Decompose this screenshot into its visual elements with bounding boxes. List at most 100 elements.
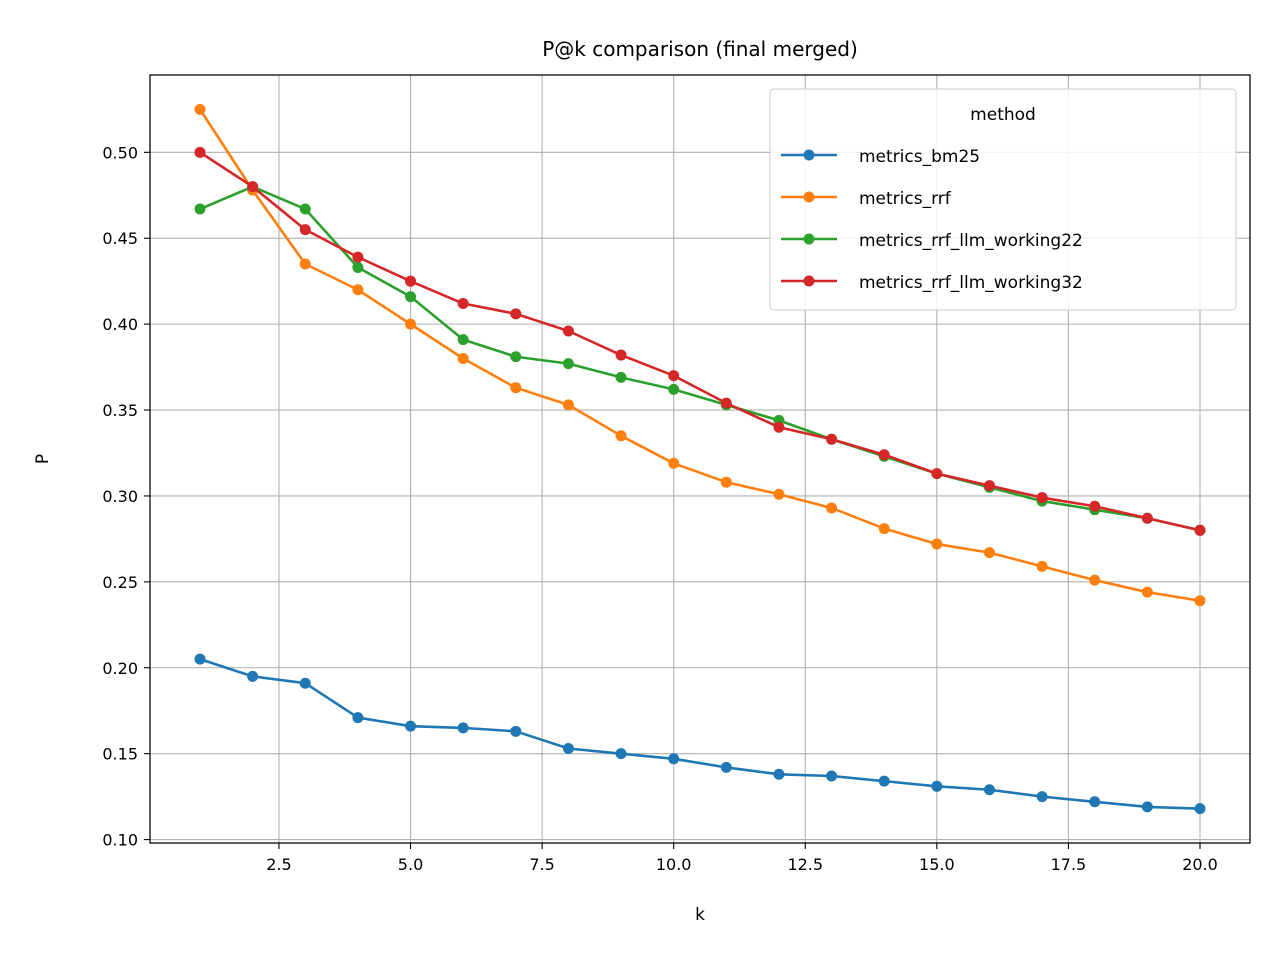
data-point bbox=[878, 523, 890, 535]
x-tick-label: 12.5 bbox=[787, 855, 823, 874]
legend-label: metrics_bm25 bbox=[859, 147, 980, 167]
legend-box bbox=[769, 88, 1237, 311]
data-point bbox=[562, 399, 574, 411]
data-point bbox=[983, 480, 995, 492]
legend-swatch-marker bbox=[803, 233, 815, 245]
data-point bbox=[720, 476, 732, 488]
data-point bbox=[668, 383, 680, 395]
data-point bbox=[405, 720, 417, 732]
data-point bbox=[352, 251, 364, 263]
y-axis-label: P bbox=[33, 454, 53, 464]
data-point bbox=[615, 371, 627, 383]
legend-label: metrics_rrf_llm_working32 bbox=[859, 273, 1083, 293]
x-axis-label: k bbox=[695, 905, 705, 925]
data-point bbox=[931, 780, 943, 792]
data-point bbox=[983, 547, 995, 559]
data-point bbox=[1194, 803, 1206, 815]
data-point bbox=[352, 261, 364, 273]
data-point bbox=[194, 203, 206, 215]
data-point bbox=[405, 291, 417, 303]
data-point bbox=[194, 146, 206, 158]
data-point bbox=[510, 308, 522, 320]
data-point bbox=[562, 358, 574, 370]
series-metrics_rrf_llm_working32 bbox=[194, 146, 1206, 536]
legend-entries: metrics_bm25 metrics_rrf metrics_rrf_llm_w… bbox=[781, 147, 1083, 293]
data-point bbox=[931, 468, 943, 480]
data-point bbox=[457, 298, 469, 310]
data-point bbox=[668, 370, 680, 382]
data-point bbox=[352, 712, 364, 724]
legend-entry: metrics_rrf_llm_working32 bbox=[781, 273, 1083, 293]
data-point bbox=[720, 761, 732, 773]
data-point bbox=[826, 770, 838, 782]
data-point bbox=[878, 449, 890, 461]
y-tick-label: 0.50 bbox=[102, 143, 138, 162]
data-point bbox=[826, 502, 838, 514]
legend: method metrics_bm25 metrics_rrf metrics_rr… bbox=[769, 88, 1237, 311]
data-point bbox=[457, 334, 469, 346]
data-point bbox=[878, 775, 890, 787]
legend-entry: metrics_rrf bbox=[781, 189, 952, 209]
data-point bbox=[299, 677, 311, 689]
data-point bbox=[352, 284, 364, 296]
data-point bbox=[615, 349, 627, 361]
y-tick-label: 0.25 bbox=[102, 573, 138, 592]
data-point bbox=[1141, 512, 1153, 524]
series-layer bbox=[194, 103, 1206, 815]
series-line bbox=[198, 657, 1202, 810]
data-point bbox=[668, 753, 680, 765]
data-point bbox=[1141, 801, 1153, 813]
y-tick-label: 0.20 bbox=[102, 659, 138, 678]
legend-label: metrics_rrf_llm_working22 bbox=[859, 231, 1083, 251]
legend-title: method bbox=[970, 105, 1036, 125]
x-tick-label: 17.5 bbox=[1051, 855, 1087, 874]
data-point bbox=[1036, 560, 1048, 572]
y-tick-label: 0.10 bbox=[102, 831, 138, 850]
data-point bbox=[562, 325, 574, 337]
data-point bbox=[562, 743, 574, 755]
data-point bbox=[1194, 595, 1206, 607]
series-line bbox=[198, 107, 1202, 603]
data-point bbox=[1036, 791, 1048, 803]
data-point bbox=[299, 203, 311, 215]
data-point bbox=[668, 457, 680, 469]
data-point bbox=[826, 433, 838, 445]
data-point bbox=[615, 748, 627, 760]
legend-label: metrics_rrf bbox=[859, 189, 952, 209]
data-point bbox=[773, 421, 785, 433]
legend-swatch-marker bbox=[803, 149, 815, 161]
data-point bbox=[299, 258, 311, 270]
data-point bbox=[510, 351, 522, 363]
x-tick-label: 7.5 bbox=[529, 855, 554, 874]
data-point bbox=[1089, 796, 1101, 808]
chart-title: P@k comparison (final merged) bbox=[542, 37, 858, 61]
data-point bbox=[931, 538, 943, 550]
data-point bbox=[457, 722, 469, 734]
data-point bbox=[247, 181, 259, 193]
data-point bbox=[405, 275, 417, 287]
x-tick-label: 5.0 bbox=[398, 855, 423, 874]
series-line bbox=[198, 150, 1202, 532]
data-point bbox=[247, 670, 259, 682]
data-point bbox=[194, 103, 206, 115]
y-tick-label: 0.15 bbox=[102, 745, 138, 764]
data-point bbox=[720, 397, 732, 409]
legend-swatch-marker bbox=[803, 191, 815, 203]
data-point bbox=[405, 318, 417, 330]
data-point bbox=[194, 653, 206, 665]
series-line bbox=[198, 185, 1202, 532]
data-point bbox=[1141, 586, 1153, 598]
series-metrics_bm25 bbox=[194, 653, 1206, 815]
y-tick-label: 0.35 bbox=[102, 401, 138, 420]
x-tick-label: 20.0 bbox=[1182, 855, 1218, 874]
data-point bbox=[1089, 500, 1101, 512]
x-tick-label: 2.5 bbox=[266, 855, 291, 874]
data-point bbox=[510, 725, 522, 737]
data-point bbox=[1036, 492, 1048, 504]
data-point bbox=[299, 224, 311, 236]
data-point bbox=[457, 352, 469, 364]
data-point bbox=[510, 382, 522, 394]
legend-swatch-marker bbox=[803, 275, 815, 287]
y-tick-label: 0.45 bbox=[102, 229, 138, 248]
